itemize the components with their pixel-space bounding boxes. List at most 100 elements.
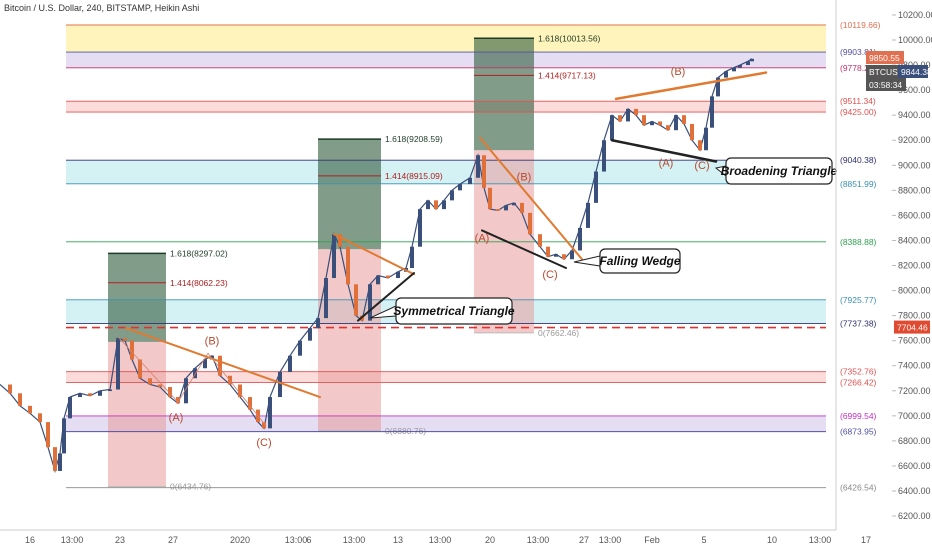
candle-17 bbox=[138, 359, 142, 379]
price-series bbox=[0, 58, 753, 474]
y-tick-label-9: 8000.00 bbox=[898, 286, 931, 296]
fib-mid-label-2: 1.414(9717.13) bbox=[538, 70, 596, 80]
candle-19 bbox=[158, 384, 162, 388]
level-label-1: (9903.81) bbox=[840, 47, 877, 57]
callout-pointer-1 bbox=[573, 255, 601, 267]
wedge-upper bbox=[479, 136, 583, 261]
current-price-badge: 9844.38 bbox=[901, 67, 932, 77]
band-3 bbox=[66, 160, 826, 184]
candle-91 bbox=[738, 65, 742, 68]
candle-85 bbox=[698, 140, 702, 151]
candle-33 bbox=[278, 371, 282, 398]
candle-46 bbox=[386, 275, 390, 279]
level-label-14: (6426.54) bbox=[840, 483, 877, 493]
y-tick-label-5: 7200.00 bbox=[898, 386, 931, 396]
level-label-7: (8388.88) bbox=[840, 237, 877, 247]
wave-label-2: (C) bbox=[256, 437, 271, 449]
x-tick-label-0: 16 bbox=[25, 535, 35, 545]
x-tick-label-3: 27 bbox=[168, 535, 178, 545]
y-tick-label-20: 10200.00 bbox=[898, 10, 932, 20]
callout-box-0 bbox=[395, 297, 513, 325]
candle-36 bbox=[308, 328, 312, 341]
wave-label-6: (A) bbox=[659, 158, 674, 170]
fib-bottom-label-0: 0(6434.76) bbox=[170, 482, 211, 492]
level-label-11: (7266.42) bbox=[840, 377, 877, 387]
candle-2 bbox=[18, 393, 22, 406]
wave-label-3: (A) bbox=[475, 233, 490, 245]
fib-bottom-label-1: 0(6880.76) bbox=[385, 426, 426, 436]
y-tick-label-0: 6200.00 bbox=[898, 511, 931, 521]
candle-5 bbox=[46, 422, 50, 448]
candle-6 bbox=[53, 447, 57, 471]
wave-line-1a bbox=[117, 336, 179, 403]
band-5 bbox=[66, 371, 826, 383]
candle-63 bbox=[520, 202, 524, 213]
fib-box-upper-0 bbox=[108, 253, 166, 342]
candle-45 bbox=[376, 275, 380, 285]
x-tick-label-14: Feb bbox=[644, 535, 660, 545]
y-tick-label-4: 7000.00 bbox=[898, 411, 931, 421]
level-label-4: (9425.00) bbox=[840, 107, 877, 117]
sym-triangle-upper bbox=[333, 233, 415, 276]
candle-71 bbox=[586, 202, 590, 228]
last-price-badge-bg bbox=[866, 51, 904, 64]
y-tick-label-15: 9200.00 bbox=[898, 135, 931, 145]
level-label-5: (9040.38) bbox=[840, 155, 877, 165]
candle-14 bbox=[116, 338, 120, 390]
level-label-13: (6873.95) bbox=[840, 427, 877, 437]
callout-box-1 bbox=[599, 248, 681, 274]
level-label-10: (7352.76) bbox=[840, 367, 877, 377]
candle-53 bbox=[442, 200, 446, 210]
candle-9 bbox=[68, 397, 72, 419]
x-tick-label-12: 27 bbox=[579, 535, 589, 545]
candle-39 bbox=[332, 234, 336, 279]
level-label-2: (9778.22) bbox=[840, 63, 877, 73]
y-tick-label-7: 7600.00 bbox=[898, 336, 931, 346]
x-tick-label-5: 13:00 bbox=[285, 535, 308, 545]
band-0 bbox=[66, 25, 826, 53]
candle-40 bbox=[338, 234, 342, 247]
wave-label-5: (C) bbox=[542, 269, 557, 281]
fib-bottom-label-2: 0(7662.46) bbox=[538, 328, 579, 338]
level-label-9: (7737.38) bbox=[840, 318, 877, 328]
level-label-3: (9511.34) bbox=[840, 96, 876, 106]
candle-60 bbox=[496, 209, 500, 211]
candle-18 bbox=[148, 378, 152, 385]
candle-80 bbox=[658, 121, 662, 126]
candle-51 bbox=[426, 200, 430, 210]
wave-label-8: (C) bbox=[694, 160, 709, 172]
x-tick-label-10: 20 bbox=[485, 535, 495, 545]
chart-title: Bitcoin / U.S. Dollar, 240, BITSTAMP, He… bbox=[4, 3, 200, 13]
candle-79 bbox=[650, 121, 654, 126]
candle-84 bbox=[690, 123, 694, 141]
y-tick-label-13: 8800.00 bbox=[898, 185, 931, 195]
candle-66 bbox=[546, 246, 550, 257]
candle-42 bbox=[354, 284, 358, 316]
candle-74 bbox=[610, 115, 614, 141]
candle-16 bbox=[130, 340, 134, 360]
y-tick-label-19: 10000.00 bbox=[898, 35, 932, 45]
candle-28 bbox=[238, 384, 242, 398]
wave-line-1c bbox=[207, 352, 267, 427]
x-tick-label-17: 13:00 bbox=[809, 535, 832, 545]
candle-26 bbox=[218, 355, 222, 376]
ticker-badge: BTCUSD bbox=[869, 67, 904, 77]
trend-line-1 bbox=[125, 327, 321, 399]
wave-line-1b bbox=[177, 352, 209, 403]
candle-76 bbox=[626, 108, 630, 122]
candle-92 bbox=[746, 61, 750, 66]
y-tick-label-8: 7800.00 bbox=[898, 311, 931, 321]
candle-58 bbox=[482, 155, 486, 188]
candle-90 bbox=[732, 67, 736, 72]
callout-label-2: Broadening Triangle bbox=[721, 164, 838, 178]
y-tick-label-6: 7400.00 bbox=[898, 361, 931, 371]
x-tick-label-13: 13:00 bbox=[599, 535, 622, 545]
candle-11 bbox=[88, 393, 92, 396]
level-label-6: (8851.99) bbox=[840, 179, 877, 189]
x-tick-label-9: 13:00 bbox=[429, 535, 452, 545]
callout-label-1: Falling Wedge bbox=[599, 254, 680, 268]
candle-70 bbox=[578, 227, 582, 251]
candle-32 bbox=[268, 397, 272, 429]
x-tick-label-6: 6 bbox=[306, 535, 311, 545]
